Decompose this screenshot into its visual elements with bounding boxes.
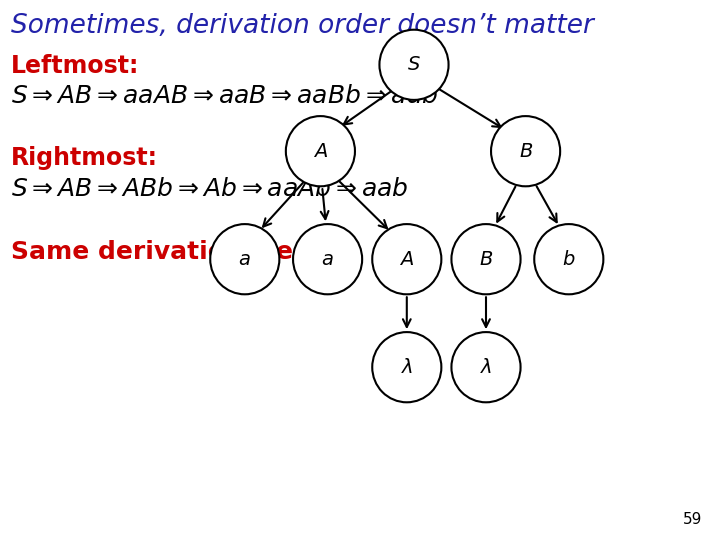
Ellipse shape — [491, 116, 560, 186]
Ellipse shape — [372, 332, 441, 402]
Text: $B$: $B$ — [518, 141, 533, 161]
Text: $a$: $a$ — [321, 249, 334, 269]
Text: Same derivation tree: Same derivation tree — [11, 240, 310, 264]
Text: $b$: $b$ — [562, 249, 575, 269]
Text: $B$: $B$ — [479, 249, 493, 269]
Text: $S$: $S$ — [407, 55, 421, 75]
Ellipse shape — [210, 224, 279, 294]
Text: $\lambda$: $\lambda$ — [400, 357, 413, 377]
Ellipse shape — [286, 116, 355, 186]
Ellipse shape — [379, 30, 449, 100]
Ellipse shape — [372, 224, 441, 294]
Text: $A$: $A$ — [400, 249, 414, 269]
Text: $S \Rightarrow AB \Rightarrow aaAB \Rightarrow aaB \Rightarrow aaBb \Rightarrow : $S \Rightarrow AB \Rightarrow aaAB \Righ… — [11, 84, 438, 107]
Text: 59: 59 — [683, 511, 702, 526]
Text: $S \Rightarrow AB \Rightarrow ABb \Rightarrow Ab \Rightarrow aaAb \Rightarrow aa: $S \Rightarrow AB \Rightarrow ABb \Right… — [11, 177, 408, 200]
Ellipse shape — [451, 224, 521, 294]
Text: $\lambda$: $\lambda$ — [480, 357, 492, 377]
Ellipse shape — [293, 224, 362, 294]
Text: Sometimes, derivation order doesn’t matter: Sometimes, derivation order doesn’t matt… — [11, 14, 594, 39]
Ellipse shape — [451, 332, 521, 402]
Ellipse shape — [534, 224, 603, 294]
Text: Rightmost:: Rightmost: — [11, 146, 158, 170]
Text: $a$: $a$ — [238, 249, 251, 269]
Text: $A$: $A$ — [313, 141, 328, 161]
Text: Leftmost:: Leftmost: — [11, 54, 139, 78]
